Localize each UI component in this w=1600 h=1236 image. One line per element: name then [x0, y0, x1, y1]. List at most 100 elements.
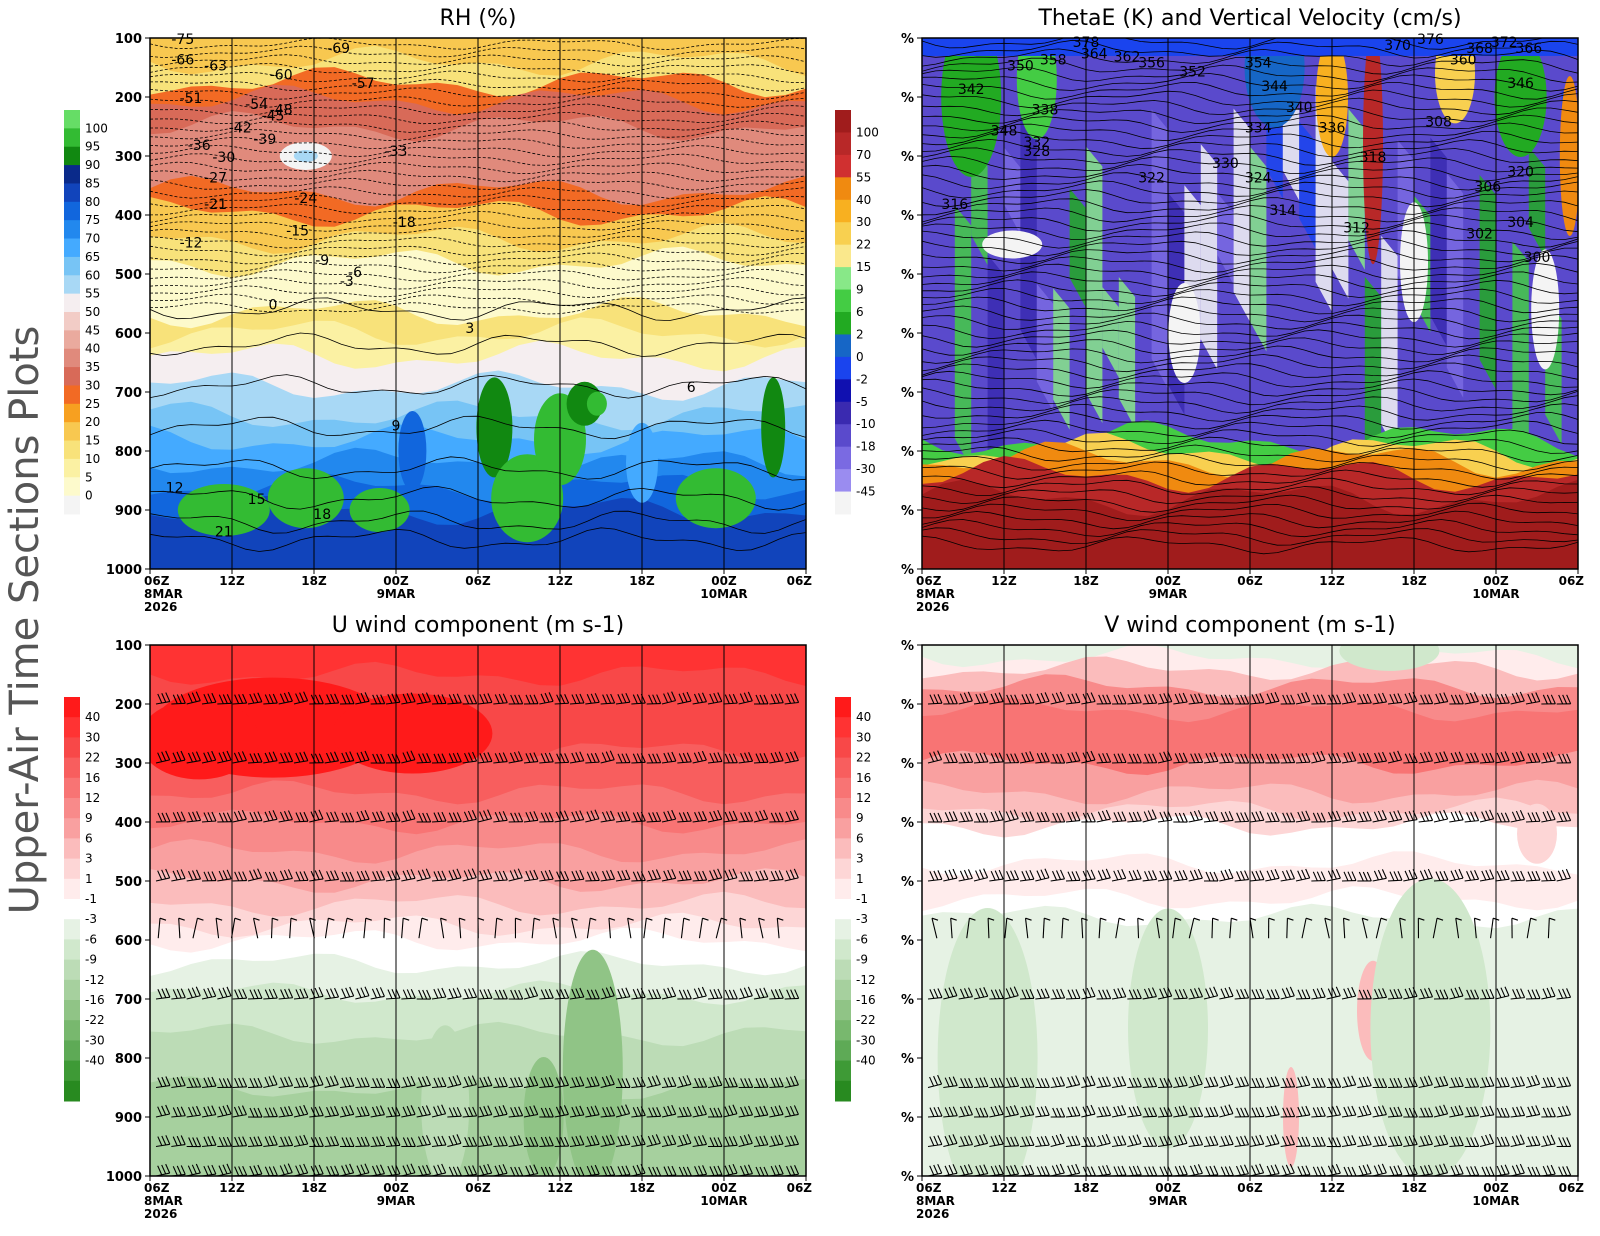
vwind-barb-flag: [1343, 1106, 1349, 1117]
vwind-barb-shaft: [1035, 877, 1050, 882]
thetae-contour-label: 350: [1007, 58, 1034, 74]
vwind-barb-shaft: [1249, 1115, 1265, 1118]
vwind-barb-flag: [1090, 1075, 1096, 1086]
vwind-barb-flag: [1435, 1077, 1441, 1087]
uwind-barb-shaft: [477, 760, 492, 764]
uwind-barb-flag: [533, 694, 539, 704]
vwind-barb-flag: [1013, 1105, 1019, 1115]
uwind-barb-shaft: [477, 818, 492, 823]
uwind-barb-flag: [671, 1134, 677, 1145]
uwind-xtick-time: 06Z: [787, 1181, 813, 1195]
vwind-barb-flag: [1336, 1137, 1342, 1147]
vwind-barb-flag: [944, 1077, 950, 1087]
uwind-barb-flag: [575, 1166, 581, 1176]
uwind-barb-flag: [161, 869, 167, 880]
uwind-barb-flag: [483, 752, 489, 763]
vwind-barb-flag: [1504, 1164, 1510, 1174]
vwind-barb-flag: [1474, 752, 1480, 762]
vwind-barb-flag: [1244, 812, 1250, 822]
uwind-barb-flag: [349, 1137, 355, 1147]
thetae-column: [1086, 146, 1103, 423]
uwind-barb-shaft: [784, 759, 799, 764]
vwind-barb-flag: [1132, 753, 1138, 764]
uwind-barb-shaft: [692, 759, 707, 764]
uwind-barb-flag: [448, 988, 454, 999]
uwind-barb-flag: [196, 869, 202, 880]
vwind-barb-flag: [1010, 1165, 1016, 1175]
vwind-barb-flag: [1013, 986, 1019, 996]
uwind-barb-flag: [318, 1106, 324, 1116]
vwind-barb-flag: [1106, 1106, 1112, 1116]
uwind-barb-flag: [253, 1165, 259, 1175]
uwind-barb-shaft: [769, 1113, 784, 1118]
vwind-barb-flag: [975, 812, 981, 823]
uwind-barb-flag: [785, 1136, 792, 1146]
vwind-barb-flag: [1474, 870, 1480, 880]
vwind-barb-flag: [933, 1107, 939, 1117]
vwind-barb-shaft: [943, 819, 958, 823]
vwind-barb-flag: [1259, 1107, 1265, 1117]
uwind-barb-flag: [636, 694, 642, 704]
uwind-barb-flag: [356, 1137, 362, 1147]
uwind-barb-flag: [341, 1165, 347, 1175]
vwind-barb-flag: [929, 871, 935, 881]
thetae-column: [1332, 161, 1349, 299]
vwind-barb-flag: [1270, 1106, 1276, 1116]
uwind-barb-flag: [625, 811, 631, 821]
uwind-barb-flag: [364, 750, 370, 761]
vwind-barb-shaft: [1081, 1113, 1096, 1118]
uwind-colorbar-label: -40: [85, 1054, 105, 1068]
vwind-barb-flag: [1029, 1135, 1035, 1146]
uwind-barb-flag: [176, 869, 182, 880]
uwind-barb-flag: [609, 1134, 615, 1145]
vwind-barb-flag: [1090, 692, 1096, 702]
vwind-barb-shaft: [1433, 818, 1448, 823]
vwind-barb-flag: [1423, 752, 1429, 762]
vwind-barb-flag: [1086, 692, 1092, 703]
rh-blob: [177, 484, 270, 536]
vwind-barb-flag: [1098, 1077, 1104, 1087]
vwind-barb-flag: [1301, 753, 1307, 763]
uwind-barb-shaft: [508, 759, 523, 764]
uwind-barb-flag: [663, 988, 669, 998]
rh-colorbar-label: 95: [85, 140, 100, 154]
vwind-barb-flag: [1197, 810, 1203, 820]
uwind-barb-flag: [360, 751, 366, 762]
vwind-barb-flag: [1470, 752, 1476, 763]
uwind-barb-flag: [441, 811, 447, 822]
thetae-contour-label: 356: [1138, 56, 1165, 72]
vwind-barb-flag: [967, 1164, 973, 1174]
vwind-barb-flag: [1240, 753, 1246, 764]
vwind-barb-flag: [952, 1106, 958, 1116]
vwind-barb-flag: [1436, 917, 1444, 921]
vwind-barb-flag: [1117, 1105, 1123, 1116]
uwind-barb-flag: [621, 811, 627, 822]
vwind-barb-flag: [1561, 1106, 1567, 1116]
thetae-colorbar-swatch: [835, 244, 851, 268]
uwind-barb-flag: [785, 1106, 791, 1117]
vwind-barb-shaft: [1433, 701, 1448, 705]
uwind-barb-flag: [514, 1135, 520, 1146]
uwind-barb-flag: [334, 693, 340, 704]
uwind-barb-flag: [165, 750, 171, 761]
vwind-barb-flag: [1270, 1076, 1276, 1087]
uwind-barb-flag: [345, 752, 351, 762]
uwind-barb-flag: [793, 1075, 799, 1086]
vwind-barb-flag: [1151, 809, 1157, 819]
uwind-barb-shaft: [646, 877, 661, 882]
uwind-barb-flag: [702, 870, 708, 881]
uwind-barb-shaft: [723, 877, 738, 882]
uwind-barb-flag: [502, 1136, 508, 1146]
uwind-barb-flag: [176, 1106, 182, 1117]
uwind-barb-flag: [218, 1165, 224, 1175]
uwind-barb-flag: [303, 871, 309, 881]
vwind-barb-flag: [1228, 752, 1234, 763]
vwind-barb-flag: [1025, 751, 1031, 762]
uwind-barb-flag: [310, 753, 316, 764]
vwind-barb-flag: [1301, 692, 1307, 703]
vwind-barb-shaft: [1004, 1113, 1019, 1118]
vwind-barb-flag: [1006, 753, 1012, 764]
uwind-colorbar-label: 16: [85, 771, 100, 785]
uwind-barb-flag: [648, 694, 654, 705]
uwind-barb-flag: [188, 870, 194, 881]
